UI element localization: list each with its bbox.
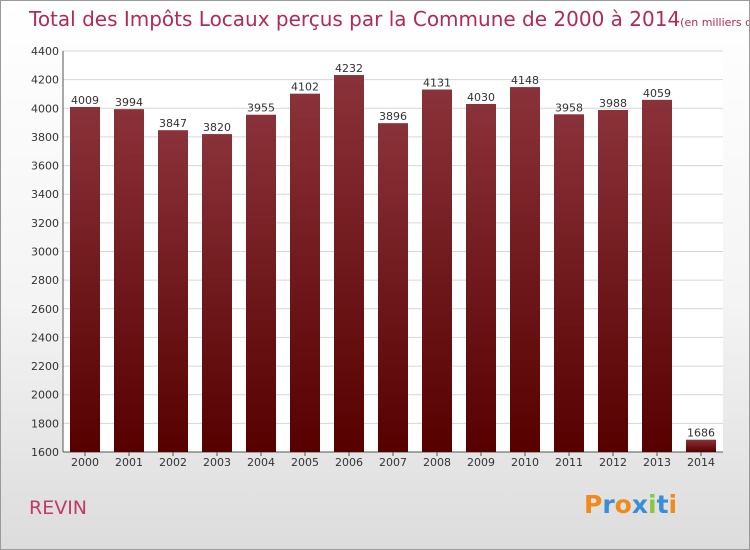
bar-2011 <box>554 114 584 452</box>
bar-value-label: 4009 <box>71 94 99 107</box>
logo-letter: x <box>631 490 648 519</box>
y-tick-label: 4400 <box>31 45 59 58</box>
y-tick-label: 2400 <box>31 331 59 344</box>
y-tick-label: 4000 <box>31 102 59 115</box>
bar-2000 <box>70 106 100 452</box>
chart-title: Total des Impôts Locaux perçus par la Co… <box>29 7 749 31</box>
chart-title-text: Total des Impôts Locaux perçus par la Co… <box>29 7 681 31</box>
x-tick-label: 2014 <box>687 456 715 469</box>
y-tick-label: 3600 <box>31 160 59 173</box>
proxiti-logo[interactable]: Proxiti <box>584 490 677 519</box>
x-tick-label: 2013 <box>643 456 671 469</box>
y-tick-label: 1800 <box>31 417 59 430</box>
bar-value-label: 3847 <box>159 117 187 130</box>
y-tick-label: 3200 <box>31 217 59 230</box>
y-tick-label: 2000 <box>31 389 59 402</box>
bar-value-label: 1686 <box>687 427 715 440</box>
x-tick-label: 2004 <box>247 456 275 469</box>
x-tick-label: 2011 <box>555 456 583 469</box>
logo-letter: o <box>614 490 632 519</box>
bar-value-label: 3820 <box>203 121 231 134</box>
bar-2009 <box>466 103 496 452</box>
y-tick-label: 2800 <box>31 274 59 287</box>
y-tick-label: 2200 <box>31 360 59 373</box>
bar-2006 <box>334 75 364 452</box>
x-tick-label: 2012 <box>599 456 627 469</box>
y-tick-label: 3000 <box>31 246 59 259</box>
x-tick-label: 2006 <box>335 456 363 469</box>
y-tick-label: 4200 <box>31 74 59 87</box>
bar-value-label: 3994 <box>115 96 143 109</box>
logo-letter: i <box>648 490 657 519</box>
y-tick-label: 2600 <box>31 303 59 316</box>
bar-value-label: 3988 <box>599 97 627 110</box>
bar-2014 <box>686 439 716 452</box>
x-tick-label: 2001 <box>115 456 143 469</box>
x-tick-label: 2009 <box>467 456 495 469</box>
bar-2012 <box>598 110 628 453</box>
bar-2001 <box>114 109 144 453</box>
bar-value-label: 4232 <box>335 62 363 75</box>
bar-2007 <box>378 123 408 453</box>
bar-2008 <box>422 89 452 452</box>
logo-letter: i <box>668 490 678 519</box>
bar-2004 <box>246 114 276 453</box>
bar-2013 <box>642 99 672 453</box>
y-tick-label: 3800 <box>31 131 59 144</box>
bar-2010 <box>510 87 540 452</box>
bar-value-label: 3896 <box>379 110 407 123</box>
y-tick-label: 3400 <box>31 188 59 201</box>
bar-value-label: 4131 <box>423 77 451 90</box>
bar-value-label: 4102 <box>291 81 319 94</box>
bar-value-label: 3958 <box>555 101 583 114</box>
bar-value-label: 4059 <box>643 87 671 100</box>
x-tick-label: 2007 <box>379 456 407 469</box>
bar-2003 <box>202 134 232 453</box>
commune-name: REVIN <box>29 497 88 519</box>
bar-value-label: 4030 <box>467 91 495 104</box>
x-tick-label: 2002 <box>159 456 187 469</box>
bar-value-label: 3955 <box>247 102 275 115</box>
x-tick-label: 2000 <box>71 456 99 469</box>
logo-letter: t <box>656 490 669 519</box>
x-tick-label: 2008 <box>423 456 451 469</box>
x-tick-label: 2003 <box>203 456 231 469</box>
x-tick-label: 2010 <box>511 456 539 469</box>
chart-title-unit: (en milliers d'€) <box>680 16 749 29</box>
y-tick-label: 1600 <box>31 446 59 459</box>
bar-2002 <box>158 130 188 452</box>
bar-2005 <box>290 93 320 452</box>
x-tick-label: 2005 <box>291 456 319 469</box>
logo-letter: r <box>602 490 615 519</box>
logo-letter: P <box>584 490 603 519</box>
bar-value-label: 4148 <box>511 74 539 87</box>
